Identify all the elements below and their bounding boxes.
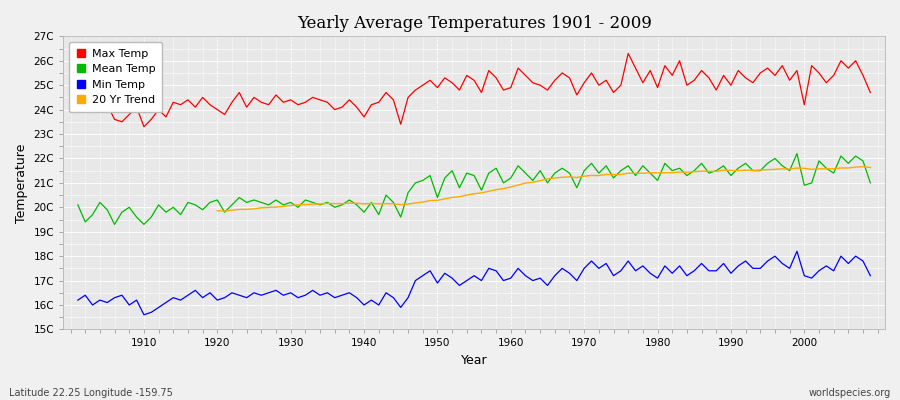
Legend: Max Temp, Mean Temp, Min Temp, 20 Yr Trend: Max Temp, Mean Temp, Min Temp, 20 Yr Tre… bbox=[68, 42, 162, 112]
Text: worldspecies.org: worldspecies.org bbox=[809, 388, 891, 398]
Text: Latitude 22.25 Longitude -159.75: Latitude 22.25 Longitude -159.75 bbox=[9, 388, 173, 398]
Y-axis label: Temperature: Temperature bbox=[15, 143, 28, 222]
Title: Yearly Average Temperatures 1901 - 2009: Yearly Average Temperatures 1901 - 2009 bbox=[297, 15, 652, 32]
X-axis label: Year: Year bbox=[461, 354, 488, 367]
